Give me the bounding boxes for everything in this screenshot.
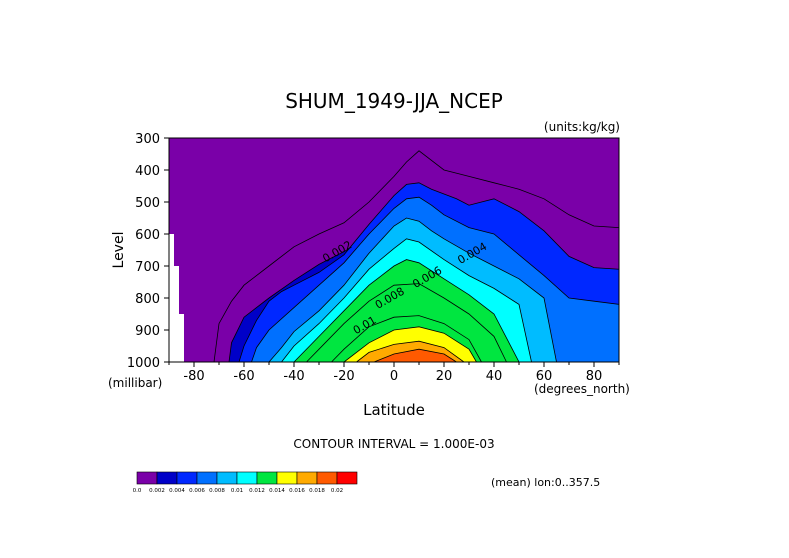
x-tick-label: -80 — [183, 369, 204, 384]
colorbar-label: 0.012 — [249, 488, 265, 494]
colorbar-label: 0.004 — [169, 488, 185, 494]
contour-band-5 — [293, 259, 520, 363]
colorbar-swatch — [196, 471, 218, 485]
colorbar-label: 0.002 — [149, 488, 165, 494]
missing-data-block-2 — [169, 314, 184, 362]
x-tick-label: 80 — [586, 369, 603, 384]
colorbar-swatch — [296, 471, 318, 485]
contour-line-11 — [213, 150, 620, 363]
y-axis: 300 400 500 600 700 800 900 1000 — [127, 132, 169, 371]
x-tick-label: 40 — [486, 369, 503, 384]
x-tick-label: 20 — [436, 369, 453, 384]
x-tick-label: -60 — [233, 369, 254, 384]
contour-line-7 — [331, 315, 482, 363]
colorbar-swatch — [176, 471, 198, 485]
y-axis-unit: (millibar) — [108, 376, 162, 390]
colorbar-label: 0.016 — [289, 488, 305, 494]
colorbar-label: 0.02 — [331, 488, 343, 494]
colorbar-swatch — [136, 471, 158, 485]
y-tick-label: 900 — [135, 324, 160, 339]
colorbar-swatch — [316, 471, 338, 485]
contour-interval-text: CONTOUR INTERVAL = 1.000E-03 — [293, 437, 494, 451]
contour-line-6 — [306, 283, 507, 363]
y-tick-label: 400 — [135, 164, 160, 179]
colorbar-label: 0.014 — [269, 488, 285, 494]
x-tick-label: -20 — [333, 369, 354, 384]
colorbar-label: 0.01 — [231, 488, 243, 494]
chart-title: SHUM_1949-JJA_NCEP — [285, 89, 503, 113]
colorbar-label: 0.0 — [133, 488, 142, 494]
x-tick-label: -40 — [283, 369, 304, 384]
colorbar-swatch — [336, 471, 358, 485]
y-tick-label: 300 — [135, 132, 160, 147]
x-tick-label: 0 — [390, 369, 398, 384]
y-tick-label: 1000 — [127, 356, 160, 371]
missing-data-block-0 — [169, 234, 174, 266]
x-tick-label: 60 — [536, 369, 553, 384]
x-axis-unit: (degrees_north) — [534, 382, 630, 396]
missing-data-block-1 — [169, 266, 179, 314]
y-axis-label: Level — [111, 232, 127, 269]
colorbar-swatch — [256, 471, 278, 485]
x-axis: -80 -60 -40 -20 0 20 40 60 80 — [168, 362, 620, 384]
y-tick-label: 800 — [135, 292, 160, 307]
colorbar: 0.0 0.002 0.004 0.006 0.008 0.01 0.012 0.014 0.0… — [133, 471, 358, 494]
y-tick-label: 700 — [135, 260, 160, 275]
colorbar-label: 0.006 — [189, 488, 205, 494]
x-axis-label: Latitude — [363, 401, 425, 419]
y-tick-label: 500 — [135, 196, 160, 211]
colorbar-swatch — [216, 471, 238, 485]
colorbar-swatch — [236, 471, 258, 485]
colorbar-label: 0.008 — [209, 488, 225, 494]
units-label: (units:kg/kg) — [544, 120, 620, 134]
mean-label: (mean) lon:0..357.5 — [491, 476, 600, 489]
colorbar-swatch — [156, 471, 178, 485]
y-tick-label: 600 — [135, 228, 160, 243]
colorbar-swatch — [276, 471, 298, 485]
colorbar-label: 0.018 — [309, 488, 325, 494]
